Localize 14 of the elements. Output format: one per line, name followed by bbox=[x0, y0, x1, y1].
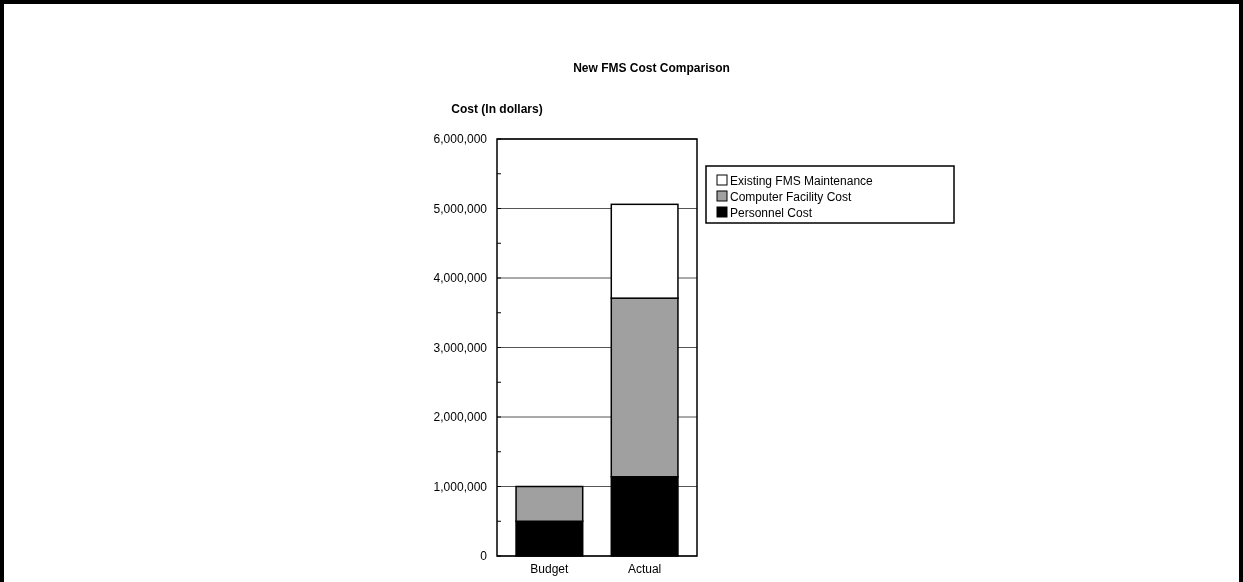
legend-label: Computer Facility Cost bbox=[730, 190, 853, 204]
y-tick-label: 4,000,000 bbox=[433, 271, 488, 285]
x-tick-label: Actual bbox=[627, 562, 662, 576]
y-tick-label: 2,000,000 bbox=[433, 410, 488, 424]
y-tick-label: 6,000,000 bbox=[433, 132, 488, 146]
y-tick-label: 1,000,000 bbox=[433, 479, 488, 494]
y-tick-label: 3,000,000 bbox=[433, 340, 488, 355]
chart-title: New FMS Cost Comparison bbox=[573, 61, 730, 75]
legend-label: Personnel Cost bbox=[730, 206, 813, 220]
legend-label: Existing FMS Maintenance bbox=[730, 174, 874, 188]
y-tick-label: 0 bbox=[480, 549, 488, 563]
y-tick-label: 5,000,000 bbox=[433, 201, 488, 216]
y-axis-title: Cost (In dollars) bbox=[451, 102, 543, 116]
x-tick-label: Budget bbox=[530, 562, 570, 576]
